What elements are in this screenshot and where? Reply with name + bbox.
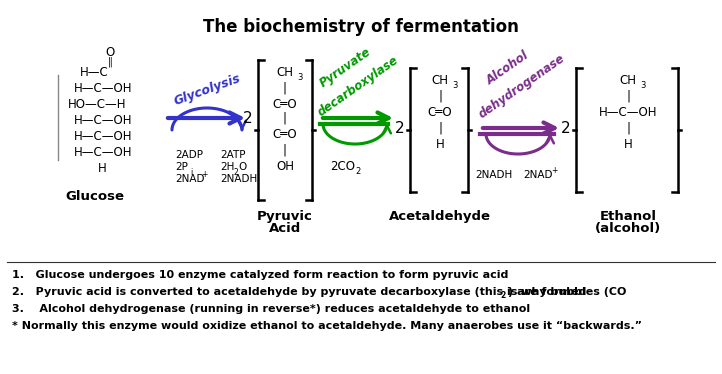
Text: Acetaldehyde: Acetaldehyde (389, 210, 491, 223)
Text: The biochemistry of fermentation: The biochemistry of fermentation (203, 18, 519, 36)
Text: H: H (97, 162, 106, 175)
Text: Alcohol: Alcohol (484, 49, 531, 87)
Text: H—C—OH: H—C—OH (599, 105, 657, 119)
Text: |: | (283, 111, 287, 125)
Text: 2NADH: 2NADH (220, 174, 257, 184)
Text: H—C—OH: H—C—OH (74, 82, 133, 95)
Text: ‖: ‖ (108, 57, 113, 67)
Text: * Normally this enzyme would oxidize ethanol to acetaldehyde. Many anaerobes use: * Normally this enzyme would oxidize eth… (12, 321, 642, 331)
Text: Glucose: Glucose (66, 190, 124, 203)
Text: 1.   Glucose undergoes 10 enzyme catalyzed form reaction to form pyruvic acid: 1. Glucose undergoes 10 enzyme catalyzed… (12, 270, 508, 280)
Text: 2ATP: 2ATP (220, 150, 245, 160)
Text: O: O (105, 46, 115, 58)
Text: |: | (283, 82, 287, 95)
Text: H: H (624, 138, 632, 150)
Text: |: | (283, 144, 287, 156)
Text: 3: 3 (452, 80, 457, 89)
Text: C═O: C═O (273, 98, 297, 110)
Text: Glycolysis: Glycolysis (172, 72, 242, 108)
Text: |: | (438, 89, 442, 102)
Text: 2: 2 (560, 120, 570, 135)
Text: OH: OH (276, 159, 294, 172)
Text: Pyruvate: Pyruvate (317, 46, 373, 91)
Text: 2NADH: 2NADH (475, 170, 512, 180)
Text: |: | (438, 122, 442, 135)
Text: 2P: 2P (175, 162, 188, 172)
Text: 3: 3 (297, 73, 303, 82)
Text: +: + (551, 166, 557, 175)
Text: CH: CH (432, 74, 448, 86)
Text: 2CO: 2CO (330, 159, 355, 172)
Text: H—C: H—C (80, 65, 109, 79)
Text: H: H (435, 138, 444, 150)
Text: 2: 2 (394, 120, 404, 135)
Text: 2: 2 (234, 168, 239, 177)
Text: 2ADP: 2ADP (175, 150, 203, 160)
Text: i: i (190, 168, 192, 177)
Text: 3: 3 (640, 80, 645, 89)
Text: Ethanol: Ethanol (599, 210, 656, 223)
Text: 2: 2 (500, 291, 505, 300)
Text: HO—C—H: HO—C—H (68, 98, 126, 110)
Text: |: | (626, 122, 630, 135)
Text: ) are formed: ) are formed (508, 287, 586, 297)
Text: Pyruvic: Pyruvic (257, 210, 313, 223)
Text: +: + (201, 169, 207, 178)
Text: decarboxylase: decarboxylase (315, 53, 401, 119)
Text: 2.   Pyruvic acid is converted to acetaldehyde by pyruvate decarboxylase (this i: 2. Pyruvic acid is converted to acetalde… (12, 287, 627, 297)
Text: H—C—OH: H—C—OH (74, 145, 133, 159)
Text: 2: 2 (355, 166, 360, 175)
Text: H—C—OH: H—C—OH (74, 129, 133, 142)
Text: dehydrogenase: dehydrogenase (477, 51, 567, 121)
Text: (alcohol): (alcohol) (595, 222, 661, 235)
Text: C═O: C═O (427, 105, 452, 119)
Text: C═O: C═O (273, 128, 297, 141)
Text: 2H: 2H (220, 162, 235, 172)
Text: 3.    Alcohol dehydrogenase (running in reverse*) reduces acetaldehyde to ethano: 3. Alcohol dehydrogenase (running in rev… (12, 304, 530, 314)
Text: 2: 2 (243, 110, 252, 126)
Text: |: | (626, 89, 630, 102)
Text: Acid: Acid (269, 222, 301, 235)
Text: O: O (238, 162, 246, 172)
Text: 2NAD: 2NAD (175, 174, 204, 184)
Text: CH: CH (277, 65, 294, 79)
Text: CH: CH (619, 74, 637, 86)
Text: H—C—OH: H—C—OH (74, 113, 133, 126)
Text: 2NAD: 2NAD (523, 170, 552, 180)
